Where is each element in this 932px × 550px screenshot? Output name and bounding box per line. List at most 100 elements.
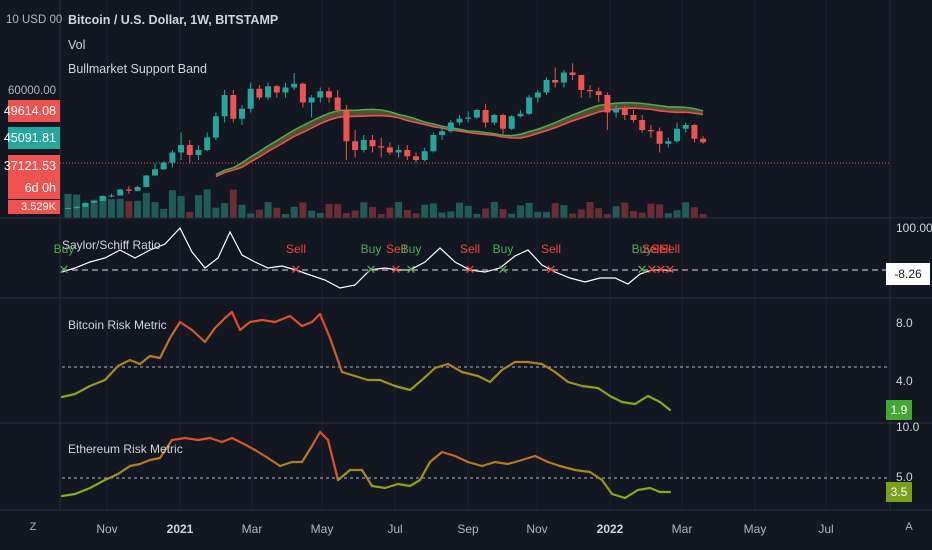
volume-bar [525,202,533,218]
candle-body [604,95,611,113]
btc-risk-segment [476,374,492,384]
volume-bar [255,209,263,218]
candle-body [91,201,98,203]
btc-risk-segment [540,362,557,374]
volume-bar [438,212,446,218]
volume-bar [264,202,272,218]
volume-bar [247,213,255,218]
volume-bar [81,203,89,218]
saylor-schiff-line [61,226,673,289]
candle-body [326,91,332,98]
eth-risk-segment [318,430,330,442]
candle-body [99,196,106,201]
volume-bars [64,189,707,218]
eth-risk-segment [170,436,187,442]
candle-body [630,115,637,120]
auto-scale-button[interactable]: A [905,521,913,533]
support-band-sma [215,101,704,176]
btc-risk-segment [190,328,207,344]
btc-risk-segment [526,360,544,366]
volume-bar [360,202,368,218]
signal-marker-sell: ✕ [545,262,557,277]
indicator-vol[interactable]: Vol [68,38,86,52]
volume-bar [534,211,542,218]
volume-bar [673,210,681,218]
candle-body [317,91,324,98]
btc-risk-segment [300,320,314,328]
time-axis-label: May [743,522,767,536]
btc-risk-segment [310,312,322,324]
candle-body [73,206,80,208]
eth-risk-segment [588,470,604,482]
btc-risk-segment [353,374,370,382]
btc-risk-segment [420,366,437,382]
candle-body [543,80,550,93]
saylor-value-badge: -8.26 [886,263,930,285]
volume-bar [577,209,585,218]
eth-risk-axis-10: 10.0 [896,420,920,434]
volume-bar [160,208,168,218]
eth-risk-segment [73,486,92,496]
volume-bar [351,210,359,218]
price-tick: 60000.00 [8,85,56,97]
candle-body [291,83,298,88]
zoom-toggle-button[interactable]: Z [29,521,37,533]
pane-dividers [0,0,932,511]
candle-body [447,122,454,132]
btc-risk-segment [460,370,480,378]
eth-risk-segment [336,468,352,482]
candle-body [413,156,419,160]
eth-risk-segment [558,464,577,472]
volume-bar [290,206,298,218]
candle-body [700,138,707,143]
candle-body [221,95,228,117]
price-tag-last: 37121.53 [4,155,60,177]
candle-body [195,150,202,155]
eth-risk-segment [600,478,614,496]
candle-body [334,97,341,110]
signal-label-buy: Buy [360,242,382,256]
volume-bar [516,205,524,218]
btc-risk-segment [488,368,504,384]
candle-body [465,117,472,119]
btc-risk-title: Bitcoin Risk Metric [68,318,167,332]
candle-body [491,115,498,123]
eth-risk-segment [453,454,470,464]
candle-body [360,140,367,150]
btc-risk-segment [203,326,217,344]
volume-bar [456,202,463,218]
volume-bar [342,213,350,218]
volume-bar [325,203,333,218]
candle-body [352,141,359,150]
candle-body [386,147,393,153]
candle-body [665,141,672,144]
eth-risk-segment [266,456,282,468]
time-axis-label: Mar [671,522,693,536]
time-axis-label: Mar [241,522,263,536]
btc-risk-segment [230,310,242,332]
btc-risk-segment [318,312,332,340]
btc-risk-segment [658,400,672,412]
volume-bar [595,208,603,218]
candle-body [369,140,376,147]
volume-bar [412,213,420,218]
candle-body [378,146,385,148]
eth-risk-segment [480,460,497,468]
eth-risk-segment [648,486,662,494]
eth-risk-segment [428,450,444,464]
signal-marker-buy: ✕ [497,262,509,277]
ethereum-risk-line [60,430,890,500]
volume-bar [186,211,194,218]
volume-bar [543,212,550,218]
volume-bar [195,195,202,218]
candle-body [247,88,254,109]
btc-risk-segment [288,314,304,328]
indicator-support-band[interactable]: Bullmarket Support Band [68,62,207,76]
signal-marker-buy: ✕ [58,262,70,277]
btc-risk-segment [178,320,194,332]
eth-risk-segment [533,454,550,464]
signal-label-sell: Sell [650,242,672,256]
volume-bar [299,202,307,218]
volume-bar [621,202,629,218]
